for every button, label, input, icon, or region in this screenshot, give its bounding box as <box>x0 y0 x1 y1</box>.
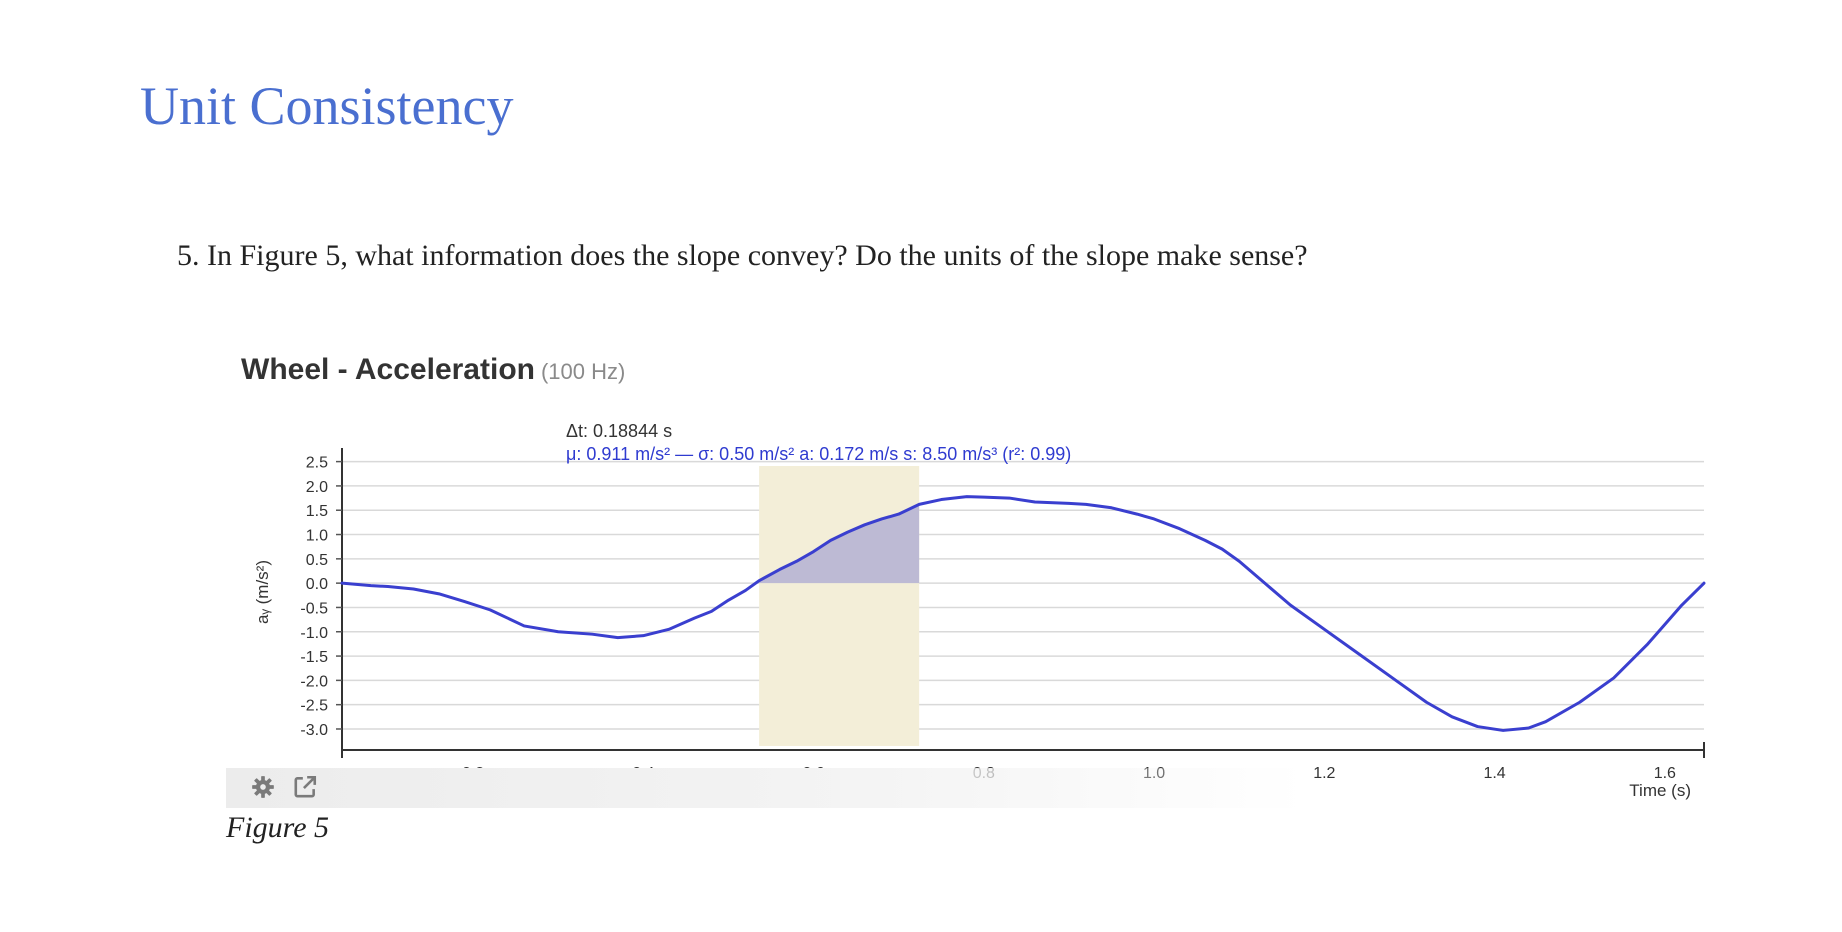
chart-gridlines <box>342 460 1704 730</box>
chart-title-text: Wheel - Acceleration <box>241 353 535 386</box>
y-tick-label: 2.0 <box>306 479 328 496</box>
integral-area <box>759 504 920 584</box>
chart-axes <box>341 448 1704 751</box>
page-heading: Unit Consistency <box>140 76 514 136</box>
x-tick-label: 1.4 <box>1483 765 1505 782</box>
y-tick-label: 0.5 <box>306 552 328 569</box>
y-tick-label: -0.5 <box>300 600 328 617</box>
selection-region[interactable] <box>759 466 920 746</box>
x-tick-label: 1.6 <box>1654 765 1676 782</box>
y-tick-label: 2.5 <box>306 455 328 472</box>
stats-summary: μ: 0.911 m/s² — σ: 0.50 m/s² a: 0.172 m/… <box>566 444 1071 464</box>
y-axis-ticks: 2.5 2.0 1.5 1.0 0.5 0.0 -0.5 -1.0 -1.5 -2.0 -2.5 -3… <box>300 455 342 739</box>
y-tick-label: -2.0 <box>300 673 328 690</box>
chart-toolbar <box>226 768 1306 808</box>
y-tick-label: 1.0 <box>306 528 328 545</box>
series-line[interactable] <box>340 495 1706 732</box>
chart-subtitle: (100 Hz) <box>540 359 626 384</box>
x-axis-label: Time (s) <box>1629 781 1691 800</box>
y-axis-label: aᵧ (m/s²) <box>253 560 272 624</box>
figure-caption: Figure 5 <box>226 811 330 844</box>
y-tick-label: -3.0 <box>300 722 328 739</box>
y-tick-label: -2.5 <box>300 698 328 715</box>
y-tick-label: 0.0 <box>306 576 328 593</box>
external-link-icon[interactable] <box>292 774 318 800</box>
gear-icon[interactable] <box>250 774 276 800</box>
stats-delta-t: Δt: 0.18844 s <box>566 421 672 441</box>
y-tick-label: -1.0 <box>300 625 328 642</box>
y-tick-label: -1.5 <box>300 649 328 666</box>
y-tick-label: 1.5 <box>306 503 328 520</box>
chart-title: Wheel - Acceleration (100 Hz) <box>241 352 625 388</box>
acceleration-chart[interactable]: 2.5 2.0 1.5 1.0 0.5 0.0 -0.5 -1.0 -1.5 -2.0 -2.5 -3… <box>0 0 1842 820</box>
x-tick-label: 1.2 <box>1313 765 1335 782</box>
question-text: 5. In Figure 5, what information does th… <box>177 239 1308 272</box>
